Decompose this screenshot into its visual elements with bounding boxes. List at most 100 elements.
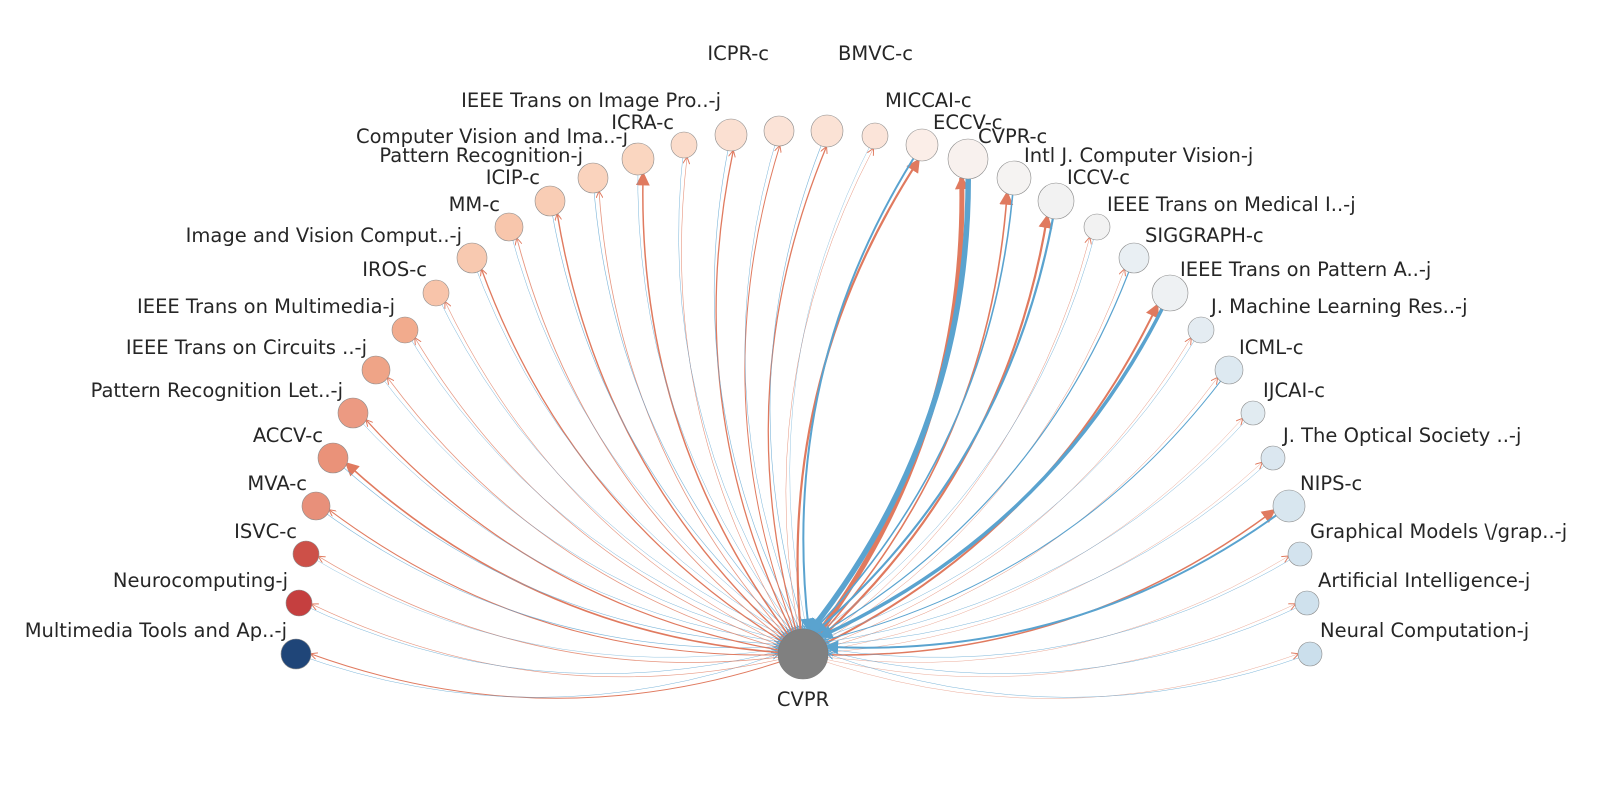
venue-label-icml-c: ICML-c bbox=[1239, 336, 1303, 359]
venue-label-ieee-trans-on-circuits-j: IEEE Trans on Circuits ..-j bbox=[126, 336, 367, 359]
venue-label-siggraph-c: SIGGRAPH-c bbox=[1145, 224, 1264, 247]
edge-to-cvpr-from-bmvc-c bbox=[769, 130, 828, 629]
venue-node-isvc-c bbox=[292, 540, 320, 568]
edge-to-cvpr-from-ieee-trans-on-medical-i-j bbox=[817, 226, 1098, 633]
venue-label-icpr-c: ICPR-c bbox=[707, 42, 769, 65]
venue-label-j-the-optical-society-j: J. The Optical Society ..-j bbox=[1281, 424, 1521, 447]
venue-node-icra-c bbox=[670, 131, 698, 159]
edge-to-cvpr-from-siggraph-c bbox=[819, 257, 1135, 635]
edge-to-cvpr-from-icra-c bbox=[678, 144, 798, 630]
edge-cvpr-to-neural-computation-j bbox=[802, 654, 1298, 699]
edge-cvpr-to-pattern-recognition-j bbox=[599, 192, 804, 655]
venue-node-icml-c bbox=[1214, 355, 1244, 385]
edge-to-cvpr-from-accv-c bbox=[332, 457, 780, 644]
edge-cvpr-to-ieee-trans-on-multimedia-j bbox=[415, 338, 804, 655]
center-label: CVPR bbox=[777, 688, 829, 711]
edge-to-cvpr-from-neurocomputing-j bbox=[298, 602, 778, 674]
edge-cvpr-to-mva-c bbox=[329, 510, 804, 656]
edge-cvpr-to-computer-vision-and-ima-j bbox=[635, 171, 804, 655]
venue-label-cvpr-c: CVPR-c bbox=[978, 125, 1047, 148]
venue-node-ieee-trans-on-circuits-j bbox=[361, 355, 391, 385]
venue-label-bmvc-c: BMVC-c bbox=[838, 42, 913, 65]
venue-node-iros-c bbox=[422, 279, 450, 307]
edge-to-cvpr-from-j-machine-learning-res-j bbox=[822, 329, 1202, 638]
edge-cvpr-to-ijcai-c bbox=[802, 419, 1242, 655]
edge-cvpr-to-image-and-vision-comput-j bbox=[482, 270, 804, 655]
edge-to-cvpr-from-iros-c bbox=[435, 292, 785, 636]
edge-cvpr-to-icra-c bbox=[681, 158, 804, 655]
edge-to-cvpr-from-artificial-intelligence-j bbox=[828, 602, 1308, 674]
edge-to-cvpr-from-icml-c bbox=[824, 369, 1230, 640]
edge-to-cvpr-from-icip-c bbox=[549, 200, 791, 632]
venue-node-pattern-recognition-let-j bbox=[337, 397, 369, 429]
edge-to-cvpr-from-ijcai-c bbox=[825, 412, 1254, 642]
venue-label-artificial-intelligence-j: Artificial Intelligence-j bbox=[1318, 569, 1530, 592]
edge-cvpr-to-miccai-c bbox=[785, 149, 873, 655]
edge-to-cvpr-from-ieee-trans-on-circuits-j bbox=[375, 369, 782, 640]
edge-cvpr-to-artificial-intelligence-j bbox=[802, 604, 1295, 678]
venue-label-mm-c: MM-c bbox=[449, 193, 500, 216]
edge-to-cvpr-from-computer-vision-and-ima-j bbox=[637, 158, 795, 630]
venue-node-computer-vision-and-ima-j bbox=[621, 142, 655, 176]
venue-node-multimedia-tools-and-ap-j bbox=[280, 638, 312, 670]
venue-node-bmvc-c bbox=[810, 114, 844, 148]
venue-label-neural-computation-j: Neural Computation-j bbox=[1320, 619, 1529, 642]
edge-to-cvpr-from-ieee-trans-on-image-pro-j bbox=[713, 134, 799, 629]
edge-to-cvpr-from-ieee-trans-on-pattern-a-j bbox=[818, 292, 1172, 639]
venue-label-iros-c: IROS-c bbox=[362, 258, 427, 281]
venue-node-mm-c bbox=[494, 212, 524, 242]
edge-cvpr-to-eccv-c bbox=[796, 158, 920, 655]
venue-node-eccv-c bbox=[905, 128, 939, 162]
venue-label-icip-c: ICIP-c bbox=[486, 166, 540, 189]
venue-node-siggraph-c bbox=[1118, 242, 1150, 274]
edge-cvpr-to-multimedia-tools-and-ap-j bbox=[311, 654, 804, 699]
venue-node-j-the-optical-society-j bbox=[1260, 445, 1286, 471]
edges-layer bbox=[295, 130, 1311, 699]
edge-cvpr-to-cvpr-c bbox=[801, 175, 969, 656]
venue-label-eccv-c: ECCV-c bbox=[933, 111, 1003, 134]
venue-node-ieee-trans-on-medical-i-j bbox=[1083, 213, 1111, 241]
venue-node-ieee-trans-on-pattern-a-j bbox=[1151, 274, 1189, 312]
venue-label-iccv-c: ICCV-c bbox=[1067, 166, 1130, 189]
venue-node-ijcai-c bbox=[1240, 400, 1266, 426]
venue-node-miccai-c bbox=[861, 122, 889, 150]
venue-label-miccai-c: MICCAI-c bbox=[885, 89, 972, 112]
edge-to-cvpr-from-mm-c bbox=[508, 226, 789, 633]
edge-cvpr-to-accv-c bbox=[344, 461, 804, 655]
venue-node-mva-c bbox=[301, 491, 331, 521]
venue-label-intl-j-computer-vision-j: Intl J. Computer Vision-j bbox=[1024, 144, 1253, 167]
edge-cvpr-to-neurocomputing-j bbox=[312, 604, 804, 678]
edge-cvpr-to-isvc-c bbox=[319, 557, 804, 663]
venue-label-ieee-trans-on-multimedia-j: IEEE Trans on Multimedia-j bbox=[137, 295, 395, 318]
venue-label-computer-vision-and-ima-j: Computer Vision and Ima..-j bbox=[356, 125, 628, 148]
venue-node-intl-j-computer-vision-j bbox=[996, 160, 1032, 196]
edge-to-cvpr-from-graphical-models-grap-j bbox=[828, 553, 1301, 658]
venue-label-neurocomputing-j: Neurocomputing-j bbox=[113, 569, 288, 592]
venue-node-iccv-c bbox=[1037, 182, 1075, 220]
edge-to-cvpr-from-pattern-recognition-j bbox=[592, 177, 793, 631]
edge-to-cvpr-from-ieee-trans-on-multimedia-j bbox=[404, 329, 784, 638]
edge-cvpr-to-pattern-recognition-let-j bbox=[366, 420, 804, 655]
edge-cvpr-to-icpr-c bbox=[744, 146, 804, 655]
venue-label-ieee-trans-on-medical-i-j: IEEE Trans on Medical I..-j bbox=[1107, 193, 1356, 216]
edge-cvpr-to-j-machine-learning-res-j bbox=[802, 338, 1191, 655]
venue-node-neural-computation-j bbox=[1297, 641, 1323, 667]
edge-to-cvpr-from-pattern-recognition-let-j bbox=[352, 412, 781, 642]
venue-label-multimedia-tools-and-ap-j: Multimedia Tools and Ap..-j bbox=[25, 619, 287, 642]
edge-to-cvpr-from-image-and-vision-comput-j bbox=[471, 257, 787, 635]
edge-to-cvpr-from-icpr-c bbox=[744, 130, 802, 629]
venue-node-ieee-trans-on-multimedia-j bbox=[391, 316, 419, 344]
edge-to-cvpr-from-neural-computation-j bbox=[828, 654, 1311, 698]
venue-node-artificial-intelligence-j bbox=[1294, 590, 1320, 616]
venue-label-pattern-recognition-let-j: Pattern Recognition Let..-j bbox=[91, 379, 343, 402]
venue-node-accv-c bbox=[317, 442, 349, 474]
venue-node-ieee-trans-on-image-pro-j bbox=[714, 118, 748, 152]
venue-node-image-and-vision-comput-j bbox=[456, 242, 488, 274]
edge-cvpr-to-graphical-models-grap-j bbox=[802, 556, 1288, 663]
venue-label-pattern-recognition-j: Pattern Recognition-j bbox=[379, 144, 583, 167]
edge-cvpr-to-bmvc-c bbox=[767, 147, 826, 655]
edge-to-cvpr-from-eccv-c bbox=[800, 144, 923, 633]
venue-node-cvpr-c bbox=[947, 138, 989, 180]
venue-label-ijcai-c: IJCAI-c bbox=[1263, 379, 1325, 402]
